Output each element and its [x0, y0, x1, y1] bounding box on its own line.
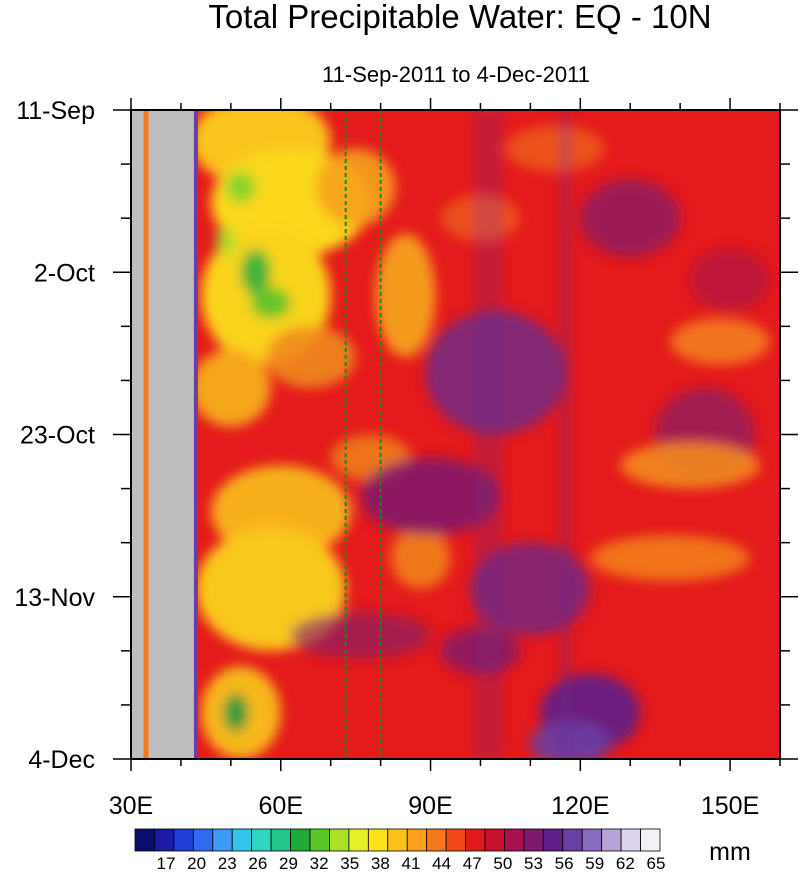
field-texture: [190, 110, 771, 759]
colorbar-label: 44: [432, 854, 451, 873]
x-tick-label: 150E: [701, 792, 759, 820]
field-blob: [265, 326, 356, 389]
field-blob: [690, 249, 771, 311]
colorbar-box: [134, 828, 155, 852]
colorbar-label: 41: [402, 854, 421, 873]
field-streak: [563, 110, 569, 759]
field-blob: [360, 457, 501, 535]
field-blob: [375, 233, 436, 358]
field-blob: [250, 287, 291, 319]
colorbar-box: [640, 828, 661, 852]
colorbar-box: [329, 828, 350, 852]
colorbar-label: 47: [463, 854, 482, 873]
colorbar-box: [251, 828, 272, 852]
colorbar-box: [426, 828, 447, 852]
x-tick-label: 60E: [259, 792, 303, 820]
colorbar-box: [581, 828, 603, 852]
y-tick-label: 4-Dec: [28, 746, 95, 774]
y-axis: 11-Sep 2-Oct 23-Oct 13-Nov 4-Dec: [14, 97, 798, 774]
field-blob: [290, 612, 431, 659]
colorbar-label: 56: [555, 854, 574, 873]
colorbar-box: [465, 828, 486, 852]
colorbar-box: [542, 828, 564, 852]
colorbar-box: [309, 828, 330, 852]
colorbar-box: [562, 828, 583, 852]
coast-strip: [143, 110, 149, 759]
colorbar-box: [270, 828, 291, 852]
colorbar-label: 20: [187, 854, 206, 873]
colorbar-box: [387, 828, 408, 852]
colorbar-box: [406, 828, 428, 852]
field-blob: [590, 534, 751, 582]
colorbar-box: [484, 828, 505, 852]
colorbar-box: [231, 828, 253, 852]
colorbar-label: 59: [585, 854, 604, 873]
field-blob: [195, 527, 346, 651]
colorbar-label: 62: [616, 854, 635, 873]
field-blob: [670, 318, 771, 365]
colorbar-box: [445, 828, 466, 852]
y-tick-label: 23-Oct: [20, 422, 95, 450]
x-tick-label: 120E: [551, 792, 609, 820]
colorbar: 17 20 23 26 29 32 35 38 41 44 47 50 53 56 59 62 65: [134, 828, 666, 873]
colorbar-label: 26: [248, 854, 267, 873]
colorbar-box: [523, 828, 544, 852]
field-blob: [505, 125, 606, 172]
field-blob: [240, 249, 271, 296]
field-blob: [390, 527, 451, 590]
x-tick-label: 90E: [408, 792, 452, 820]
field-blob: [225, 171, 256, 203]
y-tick-label: 11-Sep: [16, 97, 95, 125]
field-blob: [190, 349, 271, 427]
field-blob: [620, 442, 761, 489]
y-tick-label: 2-Oct: [34, 259, 95, 287]
y-tick-label: 13-Nov: [14, 584, 95, 612]
colorbar-label: 53: [524, 854, 543, 873]
colorbar-label: 65: [647, 854, 666, 873]
colorbar-label: 35: [340, 854, 359, 873]
field-blob: [580, 179, 681, 257]
x-axis: 30E 60E 90E 120E 150E: [109, 98, 781, 820]
field-blob: [215, 225, 236, 257]
colorbar-box: [601, 828, 622, 852]
colorbar-box: [504, 828, 525, 852]
field-blob: [470, 542, 591, 636]
field-streak: [493, 110, 499, 759]
x-tick-label: 30E: [109, 792, 153, 820]
colorbar-label: 23: [218, 854, 237, 873]
colorbar-label: 29: [279, 854, 298, 873]
colorbar-unit: mm: [709, 838, 751, 866]
colorbar-box: [620, 828, 641, 852]
coast-edge: [193, 110, 198, 759]
colorbar-label: 17: [157, 854, 176, 873]
chart-subtitle: 11-Sep-2011 to 4-Dec-2011: [322, 62, 590, 87]
colorbar-box: [367, 828, 389, 852]
colorbar-label: 38: [371, 854, 390, 873]
colorbar-box: [290, 828, 311, 852]
field-streak: [478, 110, 484, 759]
field-blob: [315, 148, 396, 226]
land-mask: [131, 110, 196, 759]
field-blob: [223, 693, 249, 732]
chart-title: Total Precipitable Water: EQ - 10N: [208, 0, 711, 35]
colorbar-label: 50: [493, 854, 512, 873]
colorbar-box: [192, 828, 214, 852]
field-blob: [530, 720, 611, 759]
colorbar-box: [154, 828, 175, 852]
precip-field: [131, 110, 780, 759]
colorbar-box: [348, 828, 369, 852]
colorbar-label: 32: [310, 854, 329, 873]
colorbar-box: [212, 828, 233, 852]
colorbar-box: [173, 828, 194, 852]
